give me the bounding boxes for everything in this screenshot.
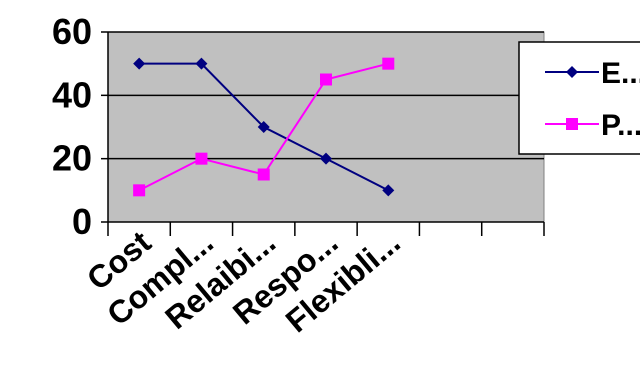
legend: E... P... — [518, 41, 640, 155]
plot-area — [107, 31, 545, 223]
legend-label: E... — [601, 57, 640, 90]
data-point — [257, 121, 270, 133]
y-tick-label: 40 — [52, 74, 92, 115]
data-point — [195, 57, 208, 70]
series-2 — [133, 57, 395, 197]
data-point — [133, 57, 146, 70]
axes — [107, 32, 544, 223]
legend-label: P... — [601, 109, 640, 142]
data-point — [320, 152, 332, 165]
data-point — [382, 184, 395, 197]
data-point — [133, 184, 146, 197]
legend-marker — [566, 118, 578, 130]
series-1 — [133, 57, 395, 197]
data-point — [382, 57, 395, 70]
legend-box — [518, 41, 640, 155]
series-group — [133, 57, 395, 197]
y-axis-ticks: 0 20 40 60 — [52, 11, 108, 242]
y-tick-label: 60 — [52, 11, 92, 52]
y-tick-label: 20 — [52, 138, 92, 179]
legend-marker — [566, 66, 578, 78]
data-point — [257, 168, 270, 181]
y-tick-label: 0 — [72, 201, 92, 242]
x-axis-ticks: CostCompl...Relaibi...Respo...Flexibli..… — [80, 222, 545, 339]
data-point — [320, 73, 332, 86]
data-point — [195, 152, 208, 165]
